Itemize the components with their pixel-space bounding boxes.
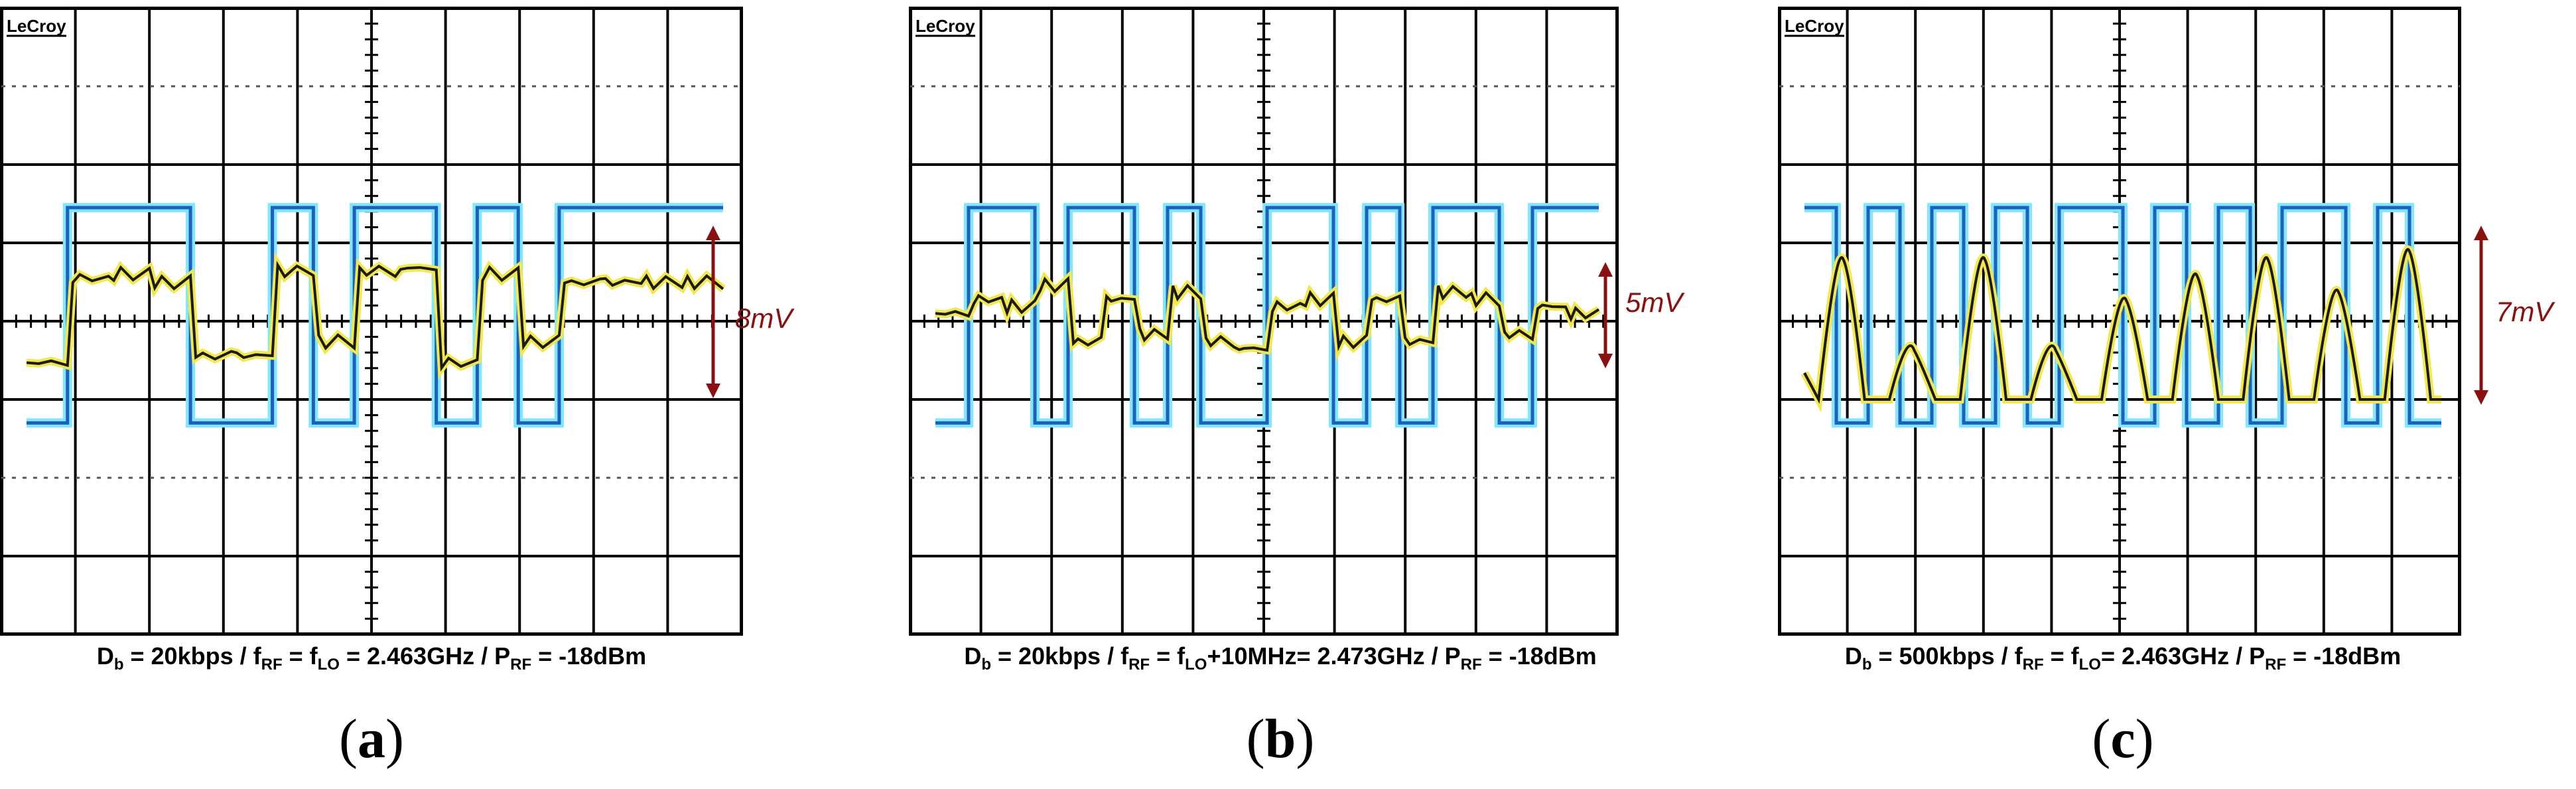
caption-b: Db = 20kbps / fRF = fLO+10MHz= 2.473GHz … [964,642,1597,674]
caption-a-freq: 2.463GHz [366,642,475,670]
panel-a: LeCroy Db = 20kbps / fRF = fLO = 2.463GH… [0,0,862,789]
oscilloscope-screen-c: LeCroy [1778,7,2461,636]
amplitude-label-b: 5mV [1625,287,1683,318]
digital-trace-c [1804,206,2441,425]
panel-c: LeCroy Db = 500kbps / fRF = fLO= 2.463GH… [1778,0,2576,789]
amplitude-arrow-a [706,226,720,398]
analog-trace-c [1803,248,2441,404]
caption-a: Db = 20kbps / fRF = fLO = 2.463GHz / PRF… [96,642,647,674]
scope-brand-a: LeCroy [7,16,66,36]
panel-letter-b: (b) [1246,708,1315,770]
amplitude-label-c: 7mV [2496,296,2553,327]
analog-trace-a [26,260,724,372]
analog-trace-b [935,275,1600,352]
caption-a-db: 20kbps [151,642,234,670]
caption-a-prf: -18dBm [559,642,647,670]
panel-letter-c: (c) [2092,708,2154,770]
panel-letter-a: (a) [339,708,404,770]
oscilloscope-screen-b: LeCroy [909,7,1619,636]
amplitude-label-a: 8mV [735,303,793,334]
amplitude-arrow-c [2474,226,2488,405]
scope-brand-b: LeCroy [915,16,975,36]
digital-trace-b [935,206,1599,425]
amplitude-arrow-b [1598,262,1613,368]
scope-brand-c: LeCroy [1785,16,1844,36]
panel-b: LeCroy Db = 20kbps / fRF = fLO+10MHz= 2.… [909,0,1771,789]
digital-trace-a [27,206,723,425]
scope-grid-a: LeCroy [0,7,743,636]
oscilloscope-screen-a: LeCroy [0,7,743,636]
caption-c: Db = 500kbps / fRF = fLO= 2.463GHz / PRF… [1844,642,2402,674]
